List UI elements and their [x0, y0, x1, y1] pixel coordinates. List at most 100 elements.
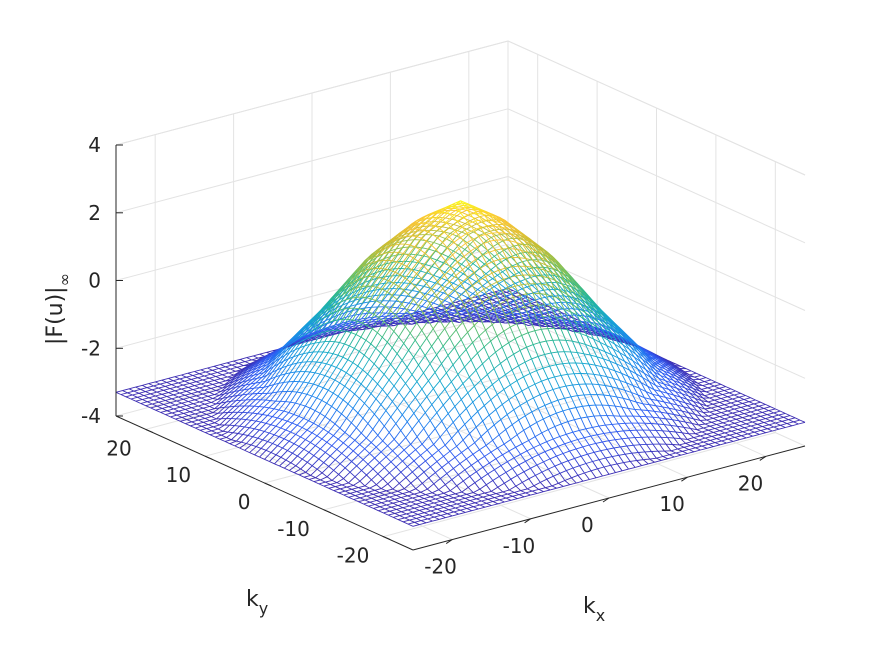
surface-mesh-segment — [693, 400, 701, 405]
surface-mesh-segment — [419, 318, 426, 322]
surface-mesh-segment — [618, 453, 626, 456]
surface-mesh-segment — [775, 408, 781, 412]
surface-mesh-segment — [403, 332, 411, 344]
surface-mesh-segment — [455, 321, 464, 331]
surface-mesh-segment — [171, 396, 179, 400]
surface-mesh-segment — [345, 362, 354, 373]
surface-mesh-segment — [760, 401, 766, 405]
surface-mesh-segment — [387, 385, 395, 396]
surface-mesh-segment — [534, 317, 542, 321]
surface-mesh-segment — [689, 381, 696, 387]
surface-mesh-segment — [513, 405, 521, 411]
surface-mesh-segment — [515, 482, 523, 487]
surface-mesh-segment — [247, 405, 255, 414]
surface-mesh-segment — [451, 303, 459, 308]
surface-mesh-segment — [291, 354, 299, 365]
surface-mesh-segment — [543, 489, 551, 493]
surface-mesh-segment — [268, 425, 277, 434]
surface-mesh-segment — [340, 359, 349, 371]
surface-mesh-segment — [641, 409, 648, 411]
surface-mesh-segment — [652, 416, 659, 425]
surface-mesh-segment — [455, 299, 463, 303]
surface-mesh-segment — [581, 288, 587, 296]
surface-mesh-segment — [768, 422, 776, 426]
surface-mesh-segment — [669, 361, 675, 366]
surface-mesh-segment — [308, 372, 316, 384]
surface-mesh-segment — [479, 502, 487, 506]
surface-mesh-segment — [446, 364, 454, 374]
surface-mesh-segment — [587, 295, 594, 302]
surface-mesh-segment — [524, 318, 530, 322]
surface-mesh-segment — [495, 291, 501, 295]
surface-mesh-segment — [538, 312, 544, 315]
surface-mesh-segment — [691, 390, 697, 396]
surface-mesh-segment — [465, 510, 472, 513]
surface-mesh-segment — [604, 314, 610, 322]
surface-mesh-segment — [268, 361, 276, 370]
surface-mesh-segment — [221, 431, 229, 436]
surface-mesh-segment — [471, 494, 479, 498]
surface-mesh-segment — [471, 460, 479, 466]
surface-mesh-segment — [566, 301, 574, 310]
surface-mesh-segment — [633, 444, 640, 446]
surface-mesh-segment — [456, 439, 464, 447]
surface-mesh-segment — [422, 225, 430, 228]
surface-mesh-segment — [447, 288, 455, 296]
surface-mesh-segment — [713, 444, 721, 448]
surface-mesh-segment — [473, 504, 481, 508]
surface-mesh-segment — [444, 315, 450, 319]
surface-mesh-segment — [709, 397, 715, 401]
surface-mesh-segment — [531, 454, 539, 459]
surface-mesh-segment — [753, 415, 761, 419]
surface-mesh-segment — [398, 326, 406, 338]
surface-mesh-segment — [246, 355, 254, 359]
surface-mesh-segment — [236, 365, 244, 368]
surface-mesh-segment — [589, 322, 596, 333]
surface-mesh-segment — [483, 340, 491, 348]
surface-mesh-segment — [574, 417, 582, 421]
surface-mesh-segment — [294, 362, 303, 373]
surface-mesh-segment — [667, 437, 673, 445]
surface-mesh-segment — [386, 282, 394, 293]
surface-mesh-segment — [488, 351, 496, 359]
surface-mesh-segment — [194, 411, 202, 415]
surface-mesh-segment — [729, 404, 737, 408]
surface-mesh-segment — [472, 449, 480, 455]
surface-mesh-segment — [371, 473, 379, 481]
surface-mesh-segment — [696, 441, 704, 445]
surface-mesh-segment — [344, 310, 352, 314]
surface-mesh-segment — [454, 312, 462, 315]
surface-mesh-segment — [201, 409, 209, 413]
surface-mesh-segment — [437, 230, 444, 233]
surface-mesh-segment — [360, 264, 368, 273]
surface-mesh-segment — [352, 351, 360, 363]
surface-mesh-segment — [201, 395, 209, 399]
grid-line — [507, 40, 806, 176]
surface-mesh-segment — [645, 391, 652, 400]
surface-mesh-segment — [551, 482, 559, 487]
surface-mesh-segment — [340, 486, 348, 490]
surface-mesh-segment — [622, 398, 629, 409]
surface-mesh-segment — [521, 283, 529, 286]
surface-mesh-segment — [325, 301, 333, 312]
surface-mesh-segment — [549, 412, 557, 417]
surface-mesh-segment — [624, 341, 630, 350]
surface-mesh-segment — [617, 388, 624, 399]
surface-mesh-segment — [415, 482, 423, 490]
surface-mesh-segment — [497, 389, 505, 395]
surface-mesh-segment — [178, 380, 185, 384]
surface-mesh-segment — [383, 363, 391, 375]
surface-mesh-segment — [590, 354, 598, 358]
surface-mesh-segment — [322, 377, 331, 389]
surface-mesh-segment — [734, 421, 742, 424]
surface-mesh-segment — [379, 504, 387, 508]
surface-mesh-segment — [669, 430, 676, 433]
surface-mesh-segment — [655, 369, 661, 376]
surface-mesh-segment — [691, 423, 698, 430]
surface-mesh-segment — [286, 414, 295, 422]
surface-mesh-segment — [425, 520, 433, 524]
surface-mesh-segment — [528, 330, 535, 334]
surface-mesh-segment — [389, 494, 397, 498]
surface-mesh-segment — [534, 380, 542, 385]
surface-mesh-segment — [676, 404, 684, 408]
